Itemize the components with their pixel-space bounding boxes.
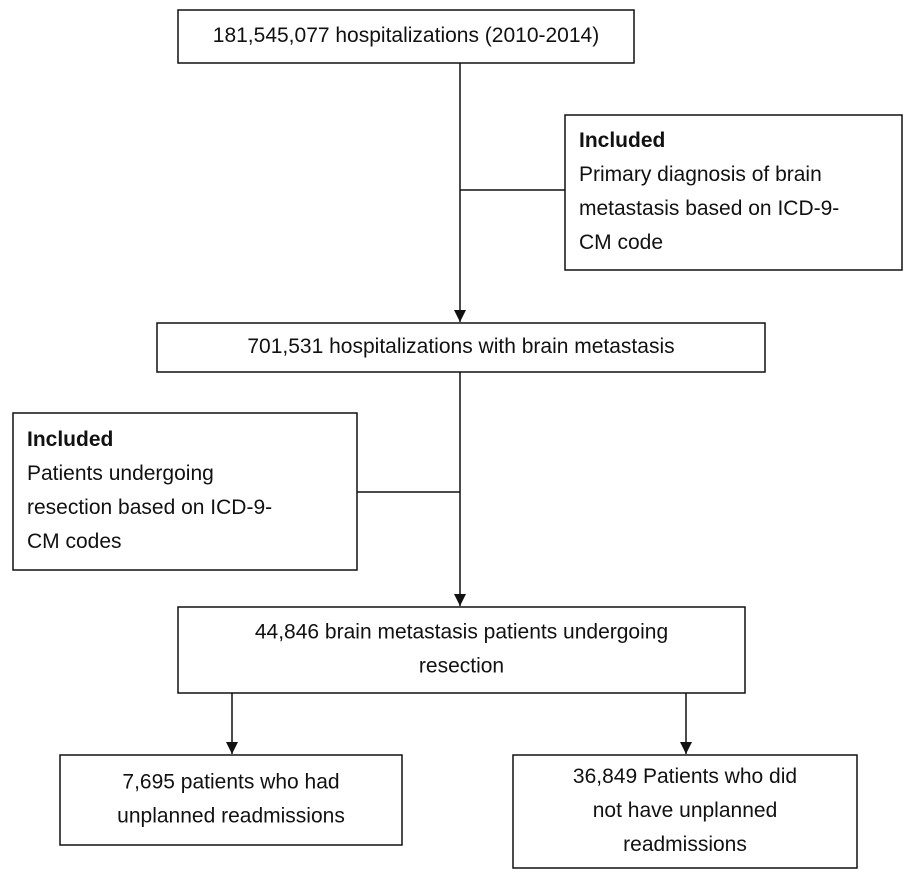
box-text: 44,846 brain metastasis patients undergo… xyxy=(255,621,668,644)
box-text: 701,531 hospitalizations with brain meta… xyxy=(247,335,674,358)
box xyxy=(156,322,766,373)
box-text: metastasis based on ICD-9- xyxy=(579,197,839,220)
box-text: CM codes xyxy=(27,530,122,553)
box-text: Primary diagnosis of brain xyxy=(579,163,822,186)
box-text: Patients undergoing xyxy=(27,462,214,485)
box-text: readmissions xyxy=(623,833,747,856)
box xyxy=(59,754,403,846)
box xyxy=(564,114,903,271)
box xyxy=(177,606,746,694)
box-heading: Included xyxy=(579,129,665,152)
box-text: CM code xyxy=(579,231,663,254)
box-text: resection xyxy=(419,655,504,678)
box-text: 7,695 patients who had xyxy=(122,771,339,794)
box xyxy=(512,754,858,869)
box-heading: Included xyxy=(27,428,113,451)
box-text: resection based on ICD-9- xyxy=(27,496,272,519)
box xyxy=(177,9,635,64)
boxes: 181,545,077 hospitalizations (2010-2014)… xyxy=(12,9,903,869)
box-text: not have unplanned xyxy=(593,799,778,822)
box-text: 36,849 Patients who did xyxy=(573,765,797,788)
box-text: 181,545,077 hospitalizations (2010-2014) xyxy=(213,24,599,47)
box xyxy=(12,412,358,571)
box-text: unplanned readmissions xyxy=(117,805,345,828)
